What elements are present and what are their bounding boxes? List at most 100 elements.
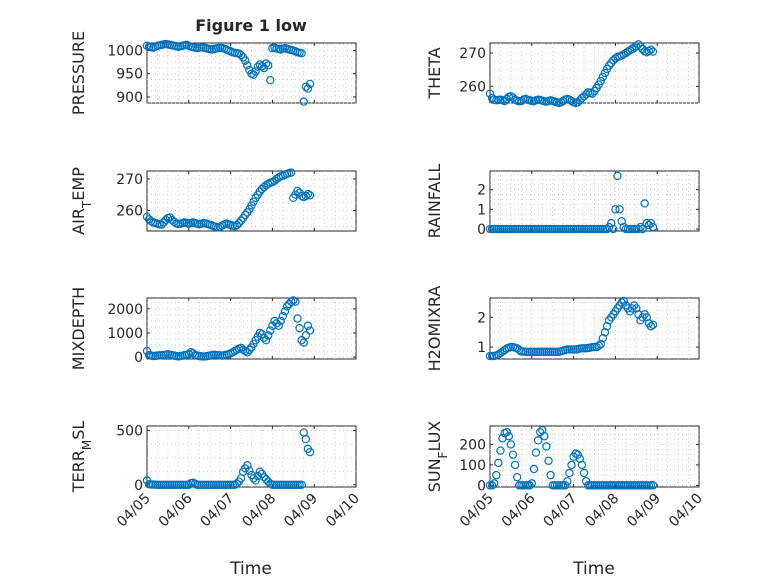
y-tick-label: 1: [477, 340, 486, 356]
data-point: [266, 326, 275, 335]
data-point: [291, 297, 300, 306]
data-point: [241, 210, 250, 220]
data-point: [619, 296, 628, 306]
data-point: [573, 98, 582, 107]
data-point: [489, 479, 499, 488]
data-point: [487, 481, 497, 490]
data-point: [261, 475, 271, 484]
data-point: [261, 59, 271, 68]
data-point: [529, 464, 539, 474]
data-point: [301, 331, 311, 340]
data-point: [558, 96, 568, 106]
x-tick-label: 04/05: [457, 491, 497, 531]
x-tick-label: 04/05: [114, 491, 154, 531]
y-tick-label: 2: [477, 183, 486, 199]
y-axis-label: MIXDEPTH: [69, 287, 88, 370]
y-tick-label: 0: [477, 478, 486, 494]
y-tick-label: 270: [459, 46, 486, 62]
data-point: [506, 440, 516, 449]
data-point: [251, 67, 260, 76]
x-tick-label: 04/06: [499, 490, 539, 530]
data-point: [492, 470, 501, 480]
y-tick-label: 0: [477, 222, 486, 238]
data-point: [604, 61, 614, 70]
data-point: [502, 427, 511, 437]
data-point: [644, 220, 654, 230]
data-point: [142, 212, 152, 221]
data-point: [261, 335, 271, 345]
data-point: [573, 450, 582, 459]
data-point: [278, 311, 288, 321]
data-point: [301, 82, 311, 91]
data-point: [305, 79, 315, 89]
figure-title: Figure 1 low: [195, 16, 307, 35]
data-point: [594, 341, 603, 350]
data-point: [303, 189, 313, 199]
data-point: [251, 476, 260, 485]
data-point: [648, 47, 658, 56]
data-point: [241, 56, 250, 65]
y-tick-label: 1000: [107, 326, 143, 342]
data-point: [259, 63, 269, 73]
data-point: [232, 220, 242, 230]
data-point: [646, 322, 656, 331]
y-tick-label: 0: [134, 478, 143, 494]
data-point: [303, 84, 313, 93]
y-tick-label: 1: [477, 202, 486, 218]
data-point: [299, 97, 308, 106]
data-point: [301, 434, 311, 444]
data-point: [305, 191, 315, 200]
y-tick-label: 270: [116, 172, 143, 188]
data-point: [613, 171, 622, 181]
data-point: [636, 222, 645, 232]
data-point: [577, 460, 587, 470]
data-point: [604, 222, 614, 232]
axes-frame: [489, 425, 700, 488]
data-point: [264, 61, 273, 70]
data-point: [259, 472, 269, 482]
data-point: [646, 45, 656, 54]
data-point: [648, 222, 658, 232]
data-point: [272, 319, 281, 328]
data-point: [274, 321, 283, 330]
data-point: [556, 98, 566, 107]
data-point: [157, 220, 166, 229]
data-point: [646, 218, 656, 228]
y-axis-label: TERRMSL: [69, 421, 94, 494]
data-point: [600, 68, 610, 78]
data-point: [619, 50, 628, 59]
panel-mixdepth: 0 1000 2000 MIXDEPTH: [69, 287, 357, 370]
data-point: [642, 48, 651, 57]
data-point: [512, 472, 522, 482]
y-axis-label: AIRTEMP: [69, 167, 94, 235]
data-point: [293, 186, 302, 196]
y-axis-label: RAINFALL: [425, 164, 444, 239]
data-point: [232, 479, 242, 488]
data-point: [638, 224, 647, 234]
data-point: [611, 205, 620, 214]
data-point: [504, 432, 514, 441]
x-tick-label: 04/08: [239, 491, 279, 531]
data-point: [544, 456, 553, 465]
data-point: [627, 44, 637, 54]
data-point: [567, 96, 576, 106]
data-point: [602, 224, 612, 234]
panel-h2omixra: 1 2 H2OMIXRA: [425, 286, 700, 371]
axes-frame: [146, 297, 357, 360]
data-point: [295, 323, 304, 333]
data-point: [301, 191, 311, 201]
y-tick-label: 260: [116, 203, 143, 219]
axes-frame: [146, 425, 357, 488]
x-tick-label: 04/09: [624, 491, 664, 531]
data-point: [588, 89, 597, 98]
data-point: [615, 205, 624, 214]
data-point: [644, 46, 654, 56]
data-point: [542, 442, 551, 451]
data-point: [607, 58, 616, 68]
axes-frame: [489, 170, 700, 232]
data-point: [161, 215, 171, 225]
data-point: [257, 62, 267, 71]
data-point: [567, 460, 576, 470]
